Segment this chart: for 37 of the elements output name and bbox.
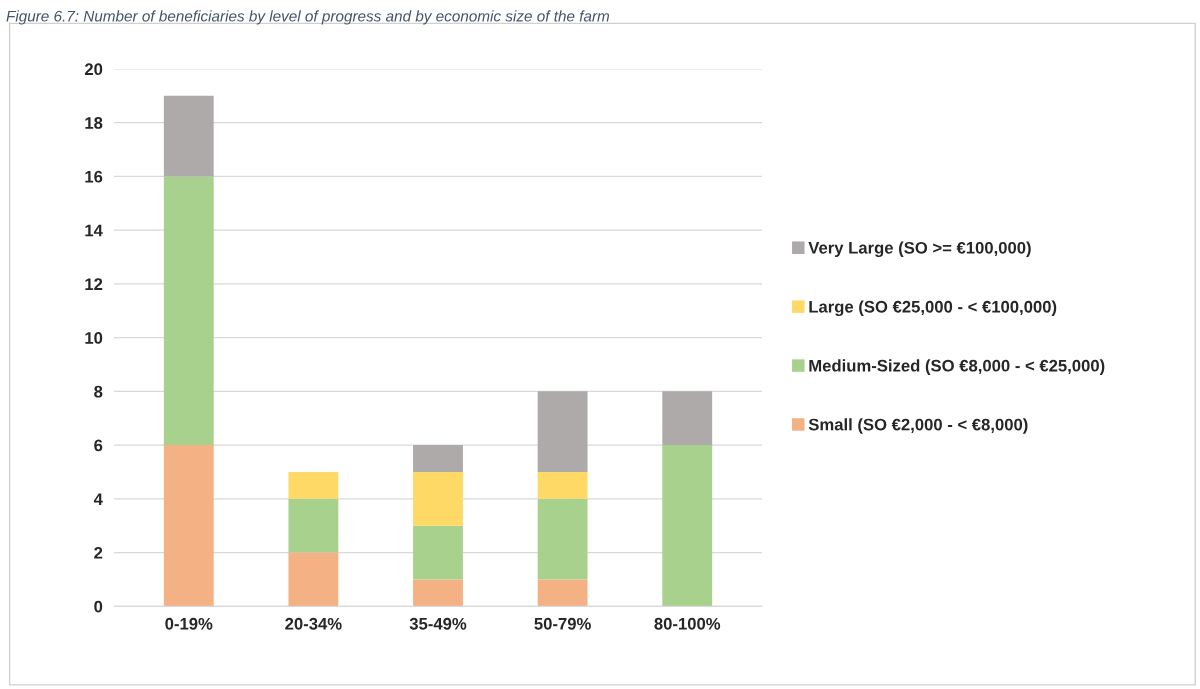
legend-label: Small (SO €2,000 - < €8,000) (808, 418, 1028, 434)
y-tick-label: 14 (85, 224, 103, 237)
legend-label: Medium-Sized (SO €8,000 - < €25,000) (809, 359, 1105, 375)
bar (288, 552, 339, 607)
bar (163, 95, 214, 177)
y-tick-label: 0 (94, 600, 103, 613)
y-tick-label: 6 (94, 439, 103, 452)
y-tick-label: 4 (93, 493, 103, 505)
x-tick-label: 35-49% (409, 617, 467, 630)
bar (288, 471, 339, 499)
bar (413, 471, 463, 526)
y-tick-label: 10 (85, 332, 103, 344)
bar (413, 525, 463, 580)
y-tick-label: 2 (94, 546, 103, 559)
bar (413, 445, 463, 472)
x-tick-label: 0-19% (165, 617, 213, 630)
x-tick-label: 50-79% (534, 617, 591, 630)
bar (288, 498, 339, 553)
y-tick-label: 18 (85, 117, 103, 129)
bar (662, 445, 713, 607)
x-tick-label: 80-100% (654, 617, 721, 630)
bar (537, 579, 588, 607)
bar (662, 391, 713, 446)
chart-title: Figure 6.7: Number of beneficiaries by level of progress and by economic size of the farm (6, 10, 610, 25)
legend-label: Very Large (SO >= €100,000) (808, 241, 1031, 258)
y-tick-label: 16 (85, 170, 103, 183)
bar (537, 391, 588, 472)
bar (163, 445, 214, 607)
bar (163, 176, 214, 446)
bar (413, 579, 463, 607)
y-tick-label: 8 (94, 385, 103, 398)
y-tick-label: 12 (85, 278, 103, 290)
y-tick-label: 20 (84, 63, 103, 76)
x-tick-label: 20-34% (285, 617, 342, 630)
bar (537, 498, 588, 580)
bar (537, 471, 588, 499)
legend-label: Large (SO €25,000 - < €100,000) (809, 300, 1057, 317)
